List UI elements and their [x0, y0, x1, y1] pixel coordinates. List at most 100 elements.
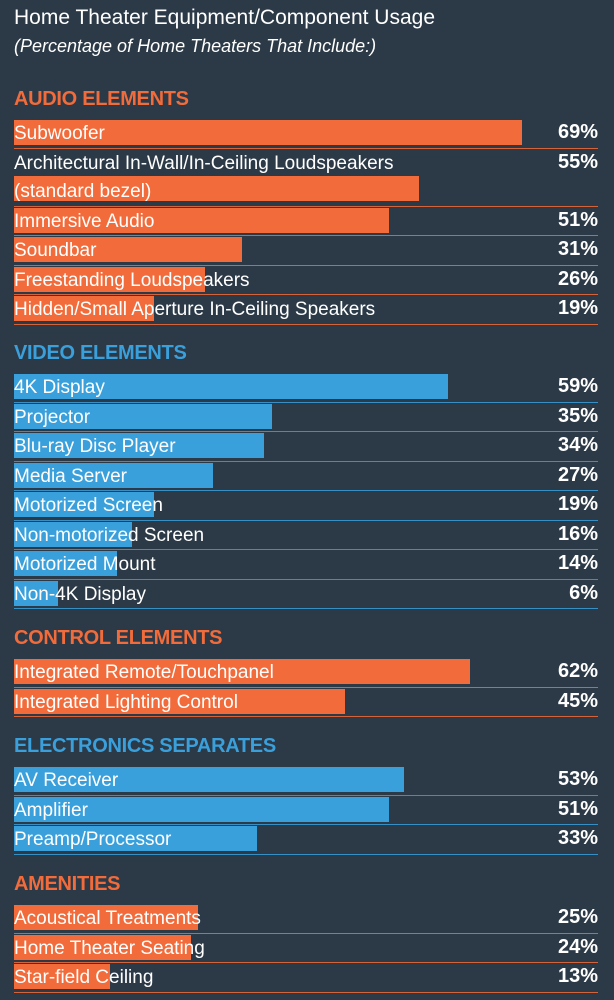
bar-row: Star-field Ceiling 13% [0, 963, 614, 993]
bar-label: Non-motorized Screen [14, 524, 205, 546]
bar [14, 796, 390, 822]
row-divider [14, 264, 598, 266]
section-title-amenities: AMENITIES [14, 873, 121, 895]
bar-row: Immersive Audio 51% [0, 207, 614, 236]
bar-value-label: 51% [557, 797, 598, 820]
bar-label: 4K Display [14, 377, 105, 398]
row-divider [14, 686, 598, 688]
bar-value-label: 69% [557, 121, 598, 143]
bar [14, 659, 471, 684]
bar [14, 964, 110, 989]
row-divider [14, 294, 598, 295]
bar-value-label: 45% [557, 689, 598, 712]
bar-row: Projector 35% [0, 403, 614, 432]
bar-value-label: 55% [557, 150, 598, 173]
bar [14, 296, 154, 321]
bar-row: AV Receiver 53% [0, 766, 614, 796]
bar-label: Architectural In-Wall/In-Ceiling Loudspe… [14, 152, 394, 174]
bar [14, 826, 257, 851]
bar-label: Non-4K Display [14, 583, 146, 605]
bar [14, 688, 346, 714]
bar-value-label: 24% [557, 935, 598, 958]
bar-value-label: 26% [557, 267, 598, 290]
bar-row: Amplifier 51% [0, 796, 614, 825]
bar-row: Motorized Screen 19% [0, 491, 614, 521]
row-divider [14, 549, 598, 550]
bar-row: Motorized Mount 14% [0, 550, 614, 580]
bar [14, 767, 405, 792]
bar-label: Motorized Mount [14, 554, 156, 575]
row-divider [14, 991, 598, 993]
bar [14, 934, 191, 960]
bar-value-label: 33% [557, 827, 598, 849]
bar-row: Freestanding Loudspeakers 26% [0, 266, 614, 295]
bar [14, 433, 265, 458]
bar [14, 462, 213, 488]
row-divider [14, 608, 598, 609]
row-divider [14, 431, 598, 432]
bar-value-label: 51% [557, 208, 598, 231]
bar-row: Soundbar 31% [0, 236, 614, 266]
bar-label: Hidden/Small Aperture In-Ceiling Speaker… [14, 299, 376, 320]
bar [14, 120, 522, 145]
bar-label: Home Theater Seating [14, 937, 205, 959]
bar [14, 580, 59, 606]
bar-row: Architectural In-Wall/In-Ceiling Loudspe… [0, 149, 614, 207]
bar [14, 175, 419, 201]
row-divider [14, 147, 598, 149]
bar-label: Acoustical Treatments [14, 908, 201, 929]
bar-row: Hidden/Small Aperture In-Ceiling Speaker… [0, 295, 614, 325]
bar-label: Projector [14, 406, 91, 428]
bar-value-label: 16% [557, 522, 598, 545]
bar [14, 374, 449, 399]
bar-label: Preamp/Processor [14, 829, 172, 850]
bar [14, 492, 154, 517]
bar-row: Acoustical Treatments 25% [0, 904, 614, 934]
bar-row: Non-4K Display 6% [0, 580, 614, 609]
bar-label: Soundbar [14, 240, 97, 261]
row-divider [14, 962, 598, 963]
bar-value-label: 59% [557, 375, 598, 397]
bar-value-label: 34% [557, 434, 598, 456]
bar-value-label: 31% [557, 238, 598, 260]
row-divider [14, 490, 598, 491]
bar-row: Blu-ray Disc Player 34% [0, 432, 614, 462]
bar [14, 905, 199, 930]
row-divider [14, 932, 598, 934]
row-divider [14, 460, 598, 462]
bar-label: Freestanding Loudspeakers [14, 269, 250, 291]
bar-value-label: 13% [557, 965, 598, 987]
row-divider [14, 794, 598, 796]
bar-label: Motorized Screen [14, 495, 163, 516]
bar-value-label: 27% [557, 463, 598, 486]
bar-value-label: 19% [557, 297, 598, 319]
bar-row: Preamp/Processor 33% [0, 825, 614, 855]
bar-label: Integrated Remote/Touchpanel [14, 662, 274, 683]
bar-row: Subwoofer 69% [0, 119, 614, 149]
row-divider [14, 716, 598, 717]
bar-row: Media Server 27% [0, 462, 614, 491]
bar-label: Blu-ray Disc Player [14, 436, 176, 457]
section-title-electronics-separates: ELECTRONICS SEPARATES [14, 735, 276, 757]
row-divider [14, 323, 598, 325]
bar [14, 403, 272, 429]
bar-row: Integrated Lighting Control 45% [0, 688, 614, 717]
bar-value-label: 25% [557, 906, 598, 928]
row-divider [14, 578, 598, 580]
bar [14, 266, 206, 292]
bar-label: Immersive Audio [14, 210, 155, 232]
section-title-audio-elements: AUDIO ELEMENTS [14, 88, 189, 110]
row-divider [14, 401, 598, 403]
bar [14, 551, 118, 576]
bar-row: Non-motorized Screen 16% [0, 521, 614, 550]
bar [14, 207, 390, 233]
bar-value-label: 62% [557, 660, 598, 682]
chart-title: Home Theater Equipment/Component Usage [14, 6, 436, 29]
row-divider [14, 824, 598, 825]
bar-value-label: 19% [557, 493, 598, 515]
bar-value-label: 14% [557, 552, 598, 574]
bar [14, 237, 243, 262]
section-title-control-elements: CONTROL ELEMENTS [14, 627, 223, 649]
bar-label: Star-field Ceiling [14, 967, 154, 988]
